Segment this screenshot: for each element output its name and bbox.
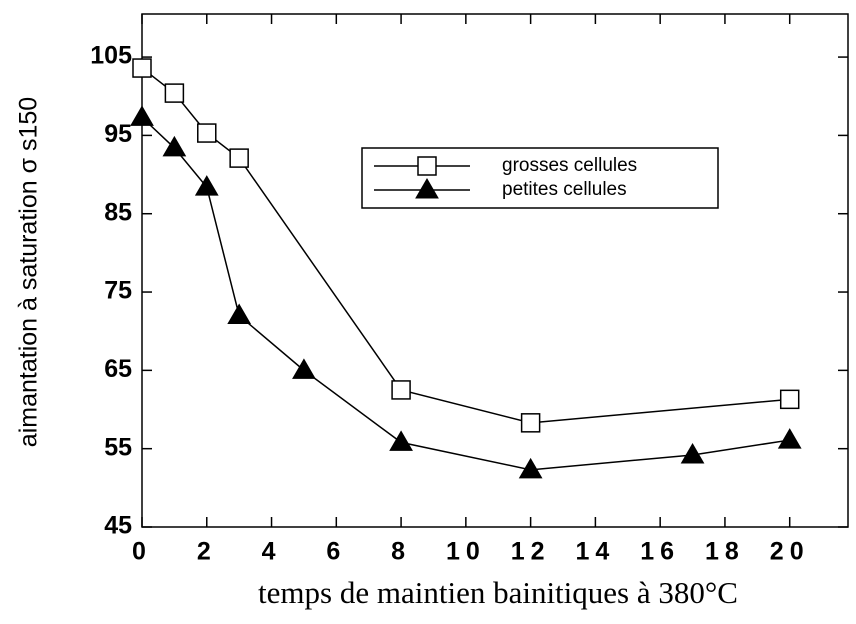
- marker-triangle: [415, 178, 439, 199]
- x-tick-label: 18: [705, 538, 745, 566]
- marker-triangle: [680, 442, 705, 464]
- marker-square: [417, 156, 437, 176]
- marker-square: [391, 380, 411, 400]
- x-axis-label: temps de maintien bainitiques à 380°C: [258, 575, 738, 610]
- marker-triangle: [777, 428, 802, 449]
- x-tick-label: 2: [197, 538, 217, 566]
- y-tick-label: 105: [90, 42, 132, 70]
- marker-square: [520, 413, 541, 433]
- series-line: [141, 116, 790, 471]
- marker-triangle: [162, 135, 187, 157]
- y-tick-label: 85: [104, 198, 132, 226]
- x-tick-label: 20: [770, 538, 810, 566]
- x-tick-label: 10: [446, 538, 486, 566]
- plot-frame: [141, 13, 849, 528]
- y-tick-label: 95: [104, 120, 132, 148]
- marker-square: [164, 83, 185, 103]
- marker-square: [197, 123, 217, 143]
- marker-triangle: [227, 303, 252, 325]
- x-tick-label: 16: [640, 538, 680, 566]
- y-tick-label: 45: [104, 512, 132, 540]
- legend-label: grosses cellules: [502, 155, 637, 176]
- x-tick-label: 0: [132, 538, 152, 566]
- x-tick-label: 6: [326, 538, 346, 566]
- x-tick-label: 8: [391, 538, 411, 566]
- marker-square: [132, 58, 152, 78]
- marker-triangle: [292, 358, 316, 379]
- marker-square: [229, 148, 249, 168]
- series-line: [141, 67, 790, 424]
- y-tick-label: 75: [104, 277, 132, 305]
- y-tick-label: 55: [104, 433, 132, 461]
- legend-box: [361, 147, 719, 209]
- marker-triangle: [389, 430, 413, 451]
- y-tick-label: 65: [104, 355, 132, 383]
- marker-triangle: [194, 175, 219, 196]
- marker-square: [779, 389, 800, 410]
- y-axis-label: aimantation à saturation σ s150: [15, 97, 43, 447]
- marker-triangle: [130, 105, 154, 126]
- x-tick-label: 12: [511, 538, 551, 566]
- marker-triangle: [518, 457, 543, 479]
- x-tick-label: 4: [262, 538, 282, 566]
- x-tick-label: 14: [575, 538, 615, 566]
- legend-label: petites cellules: [502, 179, 627, 200]
